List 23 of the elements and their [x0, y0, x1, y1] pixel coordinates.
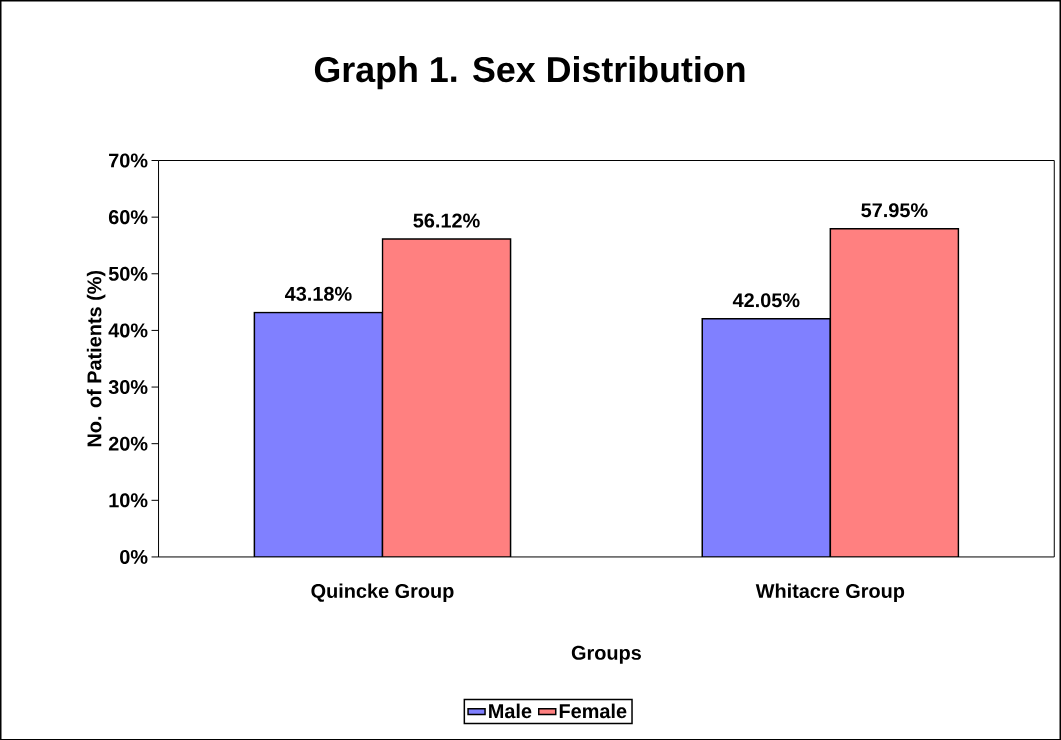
x-tick-label: Quincke Group	[311, 583, 454, 602]
y-tick-label: 60%	[108, 209, 148, 224]
y-axis-title: No. of Patients (%)	[86, 270, 106, 446]
legend-label: Male	[489, 703, 532, 718]
y-tick-label: 70%	[109, 153, 148, 168]
y-tick-label: 40%	[108, 323, 148, 338]
chart-title: Graph 1. Sex Distribution	[314, 55, 745, 90]
y-tick-label: 30%	[108, 379, 148, 394]
bar	[829, 227, 960, 557]
legend-label: Female	[559, 703, 627, 718]
data-label: 42.05%	[732, 293, 800, 308]
y-tick-label: 50%	[108, 266, 148, 281]
y-tick-label: 20%	[108, 436, 148, 451]
y-tick-label: 10%	[109, 493, 148, 508]
data-label: 43.18%	[284, 286, 352, 301]
bar	[381, 238, 512, 557]
data-label: 56.12%	[413, 213, 480, 228]
x-axis-title: Groups	[571, 645, 641, 664]
data-label: 57.95%	[861, 202, 928, 218]
bar	[253, 311, 384, 557]
y-tick-label: 0%	[120, 549, 148, 564]
x-tick-label: Whitacre Group	[755, 583, 905, 602]
bar	[701, 317, 832, 557]
